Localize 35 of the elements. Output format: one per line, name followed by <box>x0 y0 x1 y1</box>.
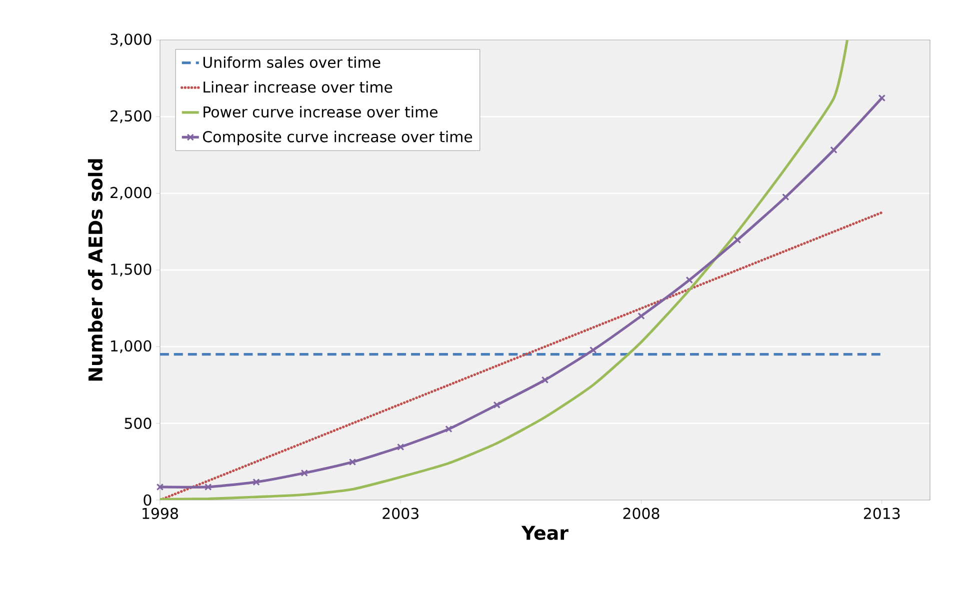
x-tick-label: 2013 <box>864 508 900 520</box>
point <box>830 146 838 154</box>
y-tick-label: 0 <box>144 494 152 506</box>
x-tick-label: 2003 <box>382 508 418 520</box>
point <box>445 425 452 433</box>
line-series <box>160 211 884 500</box>
point <box>686 276 693 284</box>
point <box>156 483 164 491</box>
x-axis-title: Year <box>521 526 568 540</box>
point <box>348 458 356 466</box>
y-tick-label: 3,000 <box>110 34 152 46</box>
point <box>493 401 500 409</box>
point <box>590 346 597 354</box>
legend-label: Composite curve increase over time <box>203 130 472 146</box>
legend-label: Uniform sales over time <box>203 56 380 68</box>
line-series <box>160 40 849 500</box>
y-tick-label: 2,000 <box>110 186 152 200</box>
y-tick-label: 1,000 <box>111 340 152 354</box>
y-tick-label: 2,500 <box>110 110 152 124</box>
point <box>397 443 404 451</box>
x-tick-label: 1998 <box>142 508 178 520</box>
x-tick-label: 2008 <box>623 508 660 520</box>
point <box>878 94 886 102</box>
legend-label: Power curve increase over time <box>204 106 438 118</box>
y-tick-label: 500 <box>124 418 152 429</box>
point <box>252 478 260 486</box>
point <box>782 193 790 201</box>
point <box>541 376 549 384</box>
point <box>300 469 308 477</box>
point <box>734 236 742 244</box>
legend-label: Linear increase over time <box>204 81 392 93</box>
point <box>638 312 645 320</box>
point <box>204 483 212 491</box>
y-axis-title: Number of AEDs sold <box>88 159 103 381</box>
y-tick-label: 1,500 <box>111 264 152 276</box>
